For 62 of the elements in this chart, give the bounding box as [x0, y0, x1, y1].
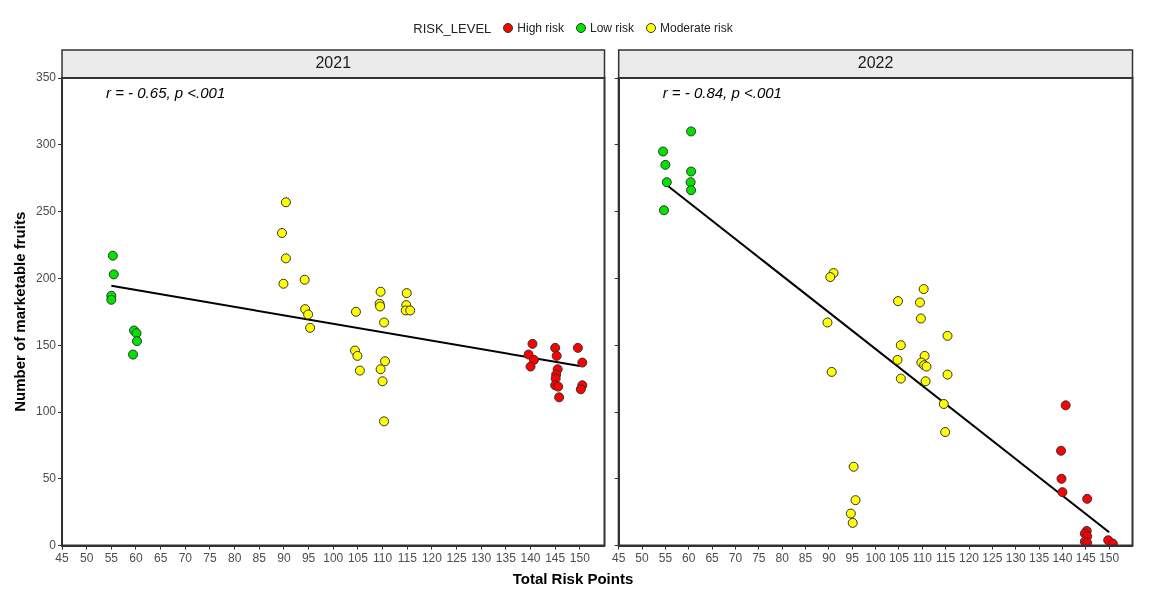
chart-title: 2022	[857, 54, 894, 72]
x-tick-label: 90	[822, 551, 836, 566]
x-tick-label: 60	[682, 551, 696, 566]
x-tick-label: 140	[1052, 551, 1073, 566]
x-tick-label: 65	[705, 551, 720, 566]
x-tick-label: 140	[520, 551, 541, 566]
x-tick-label: 135	[1029, 551, 1050, 566]
x-tick-label: 150	[569, 551, 591, 566]
y-tick-label: 300	[35, 137, 57, 152]
legend-label: High risk	[517, 21, 564, 35]
x-tick-label: 105	[347, 551, 369, 566]
x-tick-label: 135	[495, 551, 517, 566]
x-tick-label: 125	[446, 551, 467, 566]
x-tick-label: 110	[373, 551, 393, 566]
x-tick-label: 105	[888, 551, 910, 566]
x-tick-label: 145	[545, 551, 566, 566]
x-tick-label: 95	[845, 551, 860, 566]
x-tick-label: 130	[471, 551, 492, 566]
x-tick-label: 120	[958, 551, 980, 566]
x-tick-label: 80	[227, 551, 242, 566]
annotation: r = - 0.65, p <.001	[106, 84, 226, 102]
x-tick-label: 130	[1005, 551, 1027, 566]
x-tick-label: 95	[301, 551, 316, 566]
x-tick-label: 65	[153, 551, 168, 566]
x-tick-label: 145	[1075, 551, 1097, 566]
x-tick-label: 75	[203, 551, 217, 566]
y-tick-label: 250	[35, 203, 57, 218]
x-tick-label: 100	[323, 551, 344, 566]
y-tick-label: 150	[35, 337, 57, 352]
x-tick-label: 120	[421, 551, 443, 566]
y-tick-label: 50	[42, 471, 57, 486]
x-tick-label: 45	[611, 551, 626, 566]
x-tick-label: 110	[912, 551, 933, 566]
legend-label: Low risk	[590, 21, 635, 35]
legend-title: RISK_LEVEL	[413, 20, 492, 36]
y-tick-label: 0	[49, 537, 57, 552]
x-tick-label: 50	[80, 551, 94, 566]
x-tick-label: 125	[982, 551, 1003, 566]
y-tick-label: 350	[35, 70, 57, 85]
x-tick-label: 60	[129, 551, 143, 566]
y-axis-title: Number of marketable fruits	[11, 211, 29, 412]
x-tick-label: 55	[104, 551, 119, 566]
x-tick-label: 50	[635, 551, 650, 566]
annotation: r = - 0.84, p <.001	[662, 84, 782, 102]
x-tick-label: 55	[658, 551, 673, 566]
x-tick-label: 85	[252, 551, 267, 566]
x-tick-label: 90	[277, 551, 291, 566]
y-tick-label: 100	[35, 404, 57, 419]
x-tick-label: 150	[1099, 551, 1120, 566]
x-tick-label: 85	[798, 551, 813, 566]
x-axis-title: Total Risk Points	[511, 570, 635, 587]
legend-label: Moderate risk	[660, 21, 733, 35]
x-tick-label: 80	[775, 551, 790, 566]
x-tick-label: 75	[752, 551, 766, 566]
x-tick-label: 70	[728, 551, 743, 566]
y-tick-label: 200	[35, 270, 57, 285]
x-tick-label: 100	[865, 551, 886, 566]
chart-title: 2021	[315, 54, 352, 72]
x-tick-label: 45	[55, 551, 70, 566]
x-tick-label: 115	[397, 551, 418, 566]
x-tick-label: 70	[178, 551, 193, 566]
x-tick-label: 115	[936, 551, 956, 566]
